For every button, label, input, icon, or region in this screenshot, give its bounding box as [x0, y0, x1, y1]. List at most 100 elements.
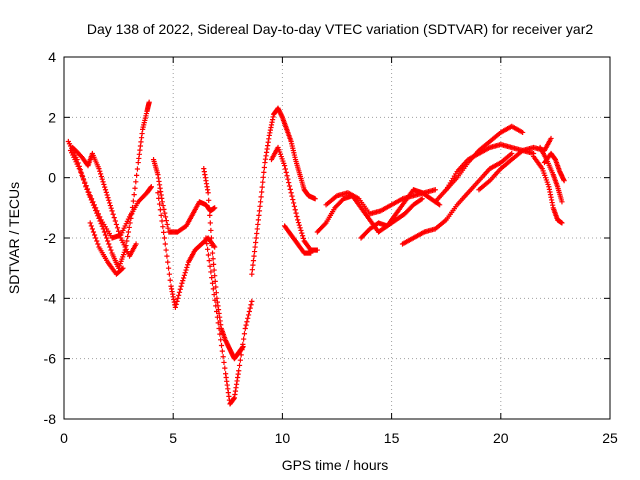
data-point — [95, 211, 101, 217]
data-point — [155, 190, 161, 196]
data-point — [157, 207, 163, 213]
data-point — [282, 166, 289, 172]
data-point — [284, 173, 290, 179]
data-point — [132, 185, 138, 191]
y-axis-title: SDTVAR / TECUs — [6, 182, 22, 294]
data-point — [246, 308, 252, 315]
data-point — [298, 227, 304, 234]
data-point — [286, 179, 292, 186]
data-point — [111, 215, 117, 221]
series-track-7 — [201, 166, 246, 362]
data-point — [91, 232, 98, 238]
data-point — [176, 292, 182, 298]
data-point — [91, 202, 97, 208]
data-point — [103, 235, 110, 241]
data-point — [237, 357, 243, 363]
data-point — [108, 205, 114, 211]
data-point — [249, 298, 255, 304]
data-point — [294, 213, 300, 220]
data-point — [209, 250, 216, 256]
data-point — [177, 286, 183, 292]
data-point — [98, 173, 105, 180]
data-point — [206, 205, 212, 211]
data-point — [292, 207, 298, 213]
data-point — [165, 225, 171, 231]
data-point — [300, 235, 307, 241]
data-point — [249, 271, 255, 277]
data-point — [212, 273, 218, 279]
data-point — [243, 322, 249, 328]
data-point — [178, 283, 184, 289]
data-point — [160, 224, 166, 230]
data-point — [206, 258, 212, 264]
series-track-8 — [203, 235, 255, 407]
series-track-5 — [150, 156, 218, 235]
data-point — [207, 212, 213, 218]
data-point — [207, 263, 213, 269]
data-point — [218, 337, 224, 343]
x-tick-label: 20 — [493, 430, 509, 446]
data-point — [105, 195, 111, 201]
data-point — [259, 184, 265, 190]
data-point — [180, 275, 187, 281]
data-point — [214, 314, 221, 320]
data-point — [99, 176, 105, 182]
data-point — [257, 199, 264, 205]
data-point — [217, 331, 223, 337]
data-point — [295, 219, 302, 226]
data-point — [105, 238, 111, 244]
data-point — [211, 261, 217, 267]
data-point — [119, 266, 125, 272]
data-point — [166, 271, 172, 277]
data-point — [299, 230, 305, 236]
y-tick-label: 0 — [48, 170, 56, 186]
data-point — [112, 218, 118, 224]
data-point — [134, 166, 141, 172]
data-point — [205, 190, 211, 196]
data-point — [220, 354, 226, 360]
data-point — [281, 163, 288, 169]
data-point — [291, 203, 298, 209]
data-point — [211, 291, 217, 298]
series-track-4 — [87, 220, 126, 277]
data-point — [209, 280, 216, 286]
data-point — [212, 244, 218, 250]
data-point — [222, 365, 228, 371]
data-point — [117, 232, 123, 238]
data-point — [212, 297, 218, 303]
data-point — [97, 214, 103, 220]
data-point — [221, 359, 227, 366]
data-point — [106, 241, 112, 247]
series-track-20 — [537, 144, 565, 205]
tick-layer: 0 5 10 15 20 25 -8 -6 -4 -2 0 2 4 — [44, 49, 618, 446]
data-point — [131, 192, 137, 198]
x-tick-label: 10 — [275, 430, 291, 446]
data-point — [148, 184, 154, 190]
data-point — [184, 264, 190, 271]
data-point — [182, 270, 188, 276]
x-axis-title: GPS time / hours — [282, 457, 389, 473]
data-point — [156, 195, 162, 202]
data-point — [94, 208, 100, 214]
data-point — [296, 222, 302, 228]
data-point — [253, 239, 259, 246]
data-point — [435, 201, 442, 207]
y-tick-label: -2 — [44, 230, 57, 246]
points-layer — [65, 99, 567, 407]
data-point — [83, 182, 89, 189]
data-point — [244, 319, 250, 325]
data-point — [283, 169, 289, 175]
data-point — [253, 235, 259, 241]
series-track-9 — [249, 105, 318, 277]
series-track-17 — [443, 141, 537, 193]
data-point — [207, 220, 213, 226]
data-point — [78, 169, 84, 175]
y-tick-label: -8 — [44, 411, 57, 427]
series-track-3 — [70, 144, 139, 259]
data-point — [210, 256, 216, 262]
data-point — [290, 196, 296, 203]
data-point — [236, 368, 242, 374]
series-track-18 — [476, 135, 554, 193]
data-point — [290, 200, 297, 206]
data-point — [114, 225, 121, 231]
